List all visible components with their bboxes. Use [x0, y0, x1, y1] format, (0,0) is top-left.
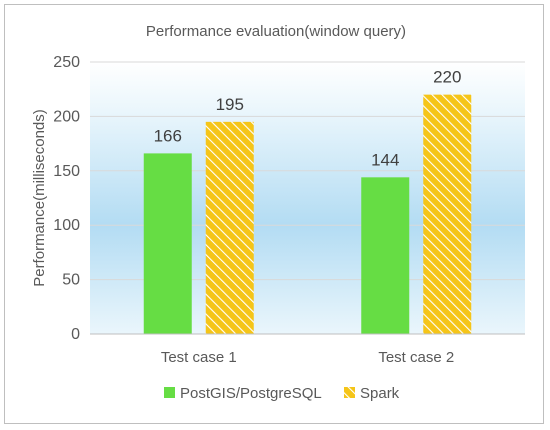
legend: PostGIS/PostgreSQL Spark [164, 385, 400, 402]
y-axis-label: Performance(milliseconds) [31, 109, 48, 287]
bar-spark-case-2 [423, 94, 472, 334]
y-tick-label: 0 [71, 326, 80, 343]
data-labels: 166 195 144 220 [154, 68, 462, 170]
y-tick-label: 250 [53, 54, 80, 71]
bar-postgis-case-2 [361, 177, 410, 334]
data-label: 166 [154, 126, 182, 145]
x-axis-categories: Test case 1 Test case 2 [161, 349, 454, 366]
x-category-label: Test case 2 [378, 349, 454, 366]
y-tick-label: 100 [53, 217, 80, 234]
y-tick-label: 200 [53, 108, 80, 125]
legend-label-spark: Spark [360, 385, 400, 402]
legend-label-postgis: PostGIS/PostgreSQL [180, 385, 322, 402]
y-axis-ticks: 0 50 100 150 200 250 [53, 54, 80, 343]
data-label: 144 [371, 150, 399, 169]
bar-postgis-case-1 [143, 153, 192, 334]
y-tick-label: 50 [62, 272, 80, 289]
data-label: 195 [216, 95, 244, 114]
data-label: 220 [433, 68, 461, 87]
bars [143, 94, 472, 334]
legend-swatch-postgis [164, 387, 175, 398]
legend-swatch-spark [344, 387, 355, 398]
bar-spark-case-1 [205, 121, 254, 334]
chart-title: Performance evaluation(window query) [146, 23, 406, 40]
y-tick-label: 150 [53, 163, 80, 180]
x-category-label: Test case 1 [161, 349, 237, 366]
